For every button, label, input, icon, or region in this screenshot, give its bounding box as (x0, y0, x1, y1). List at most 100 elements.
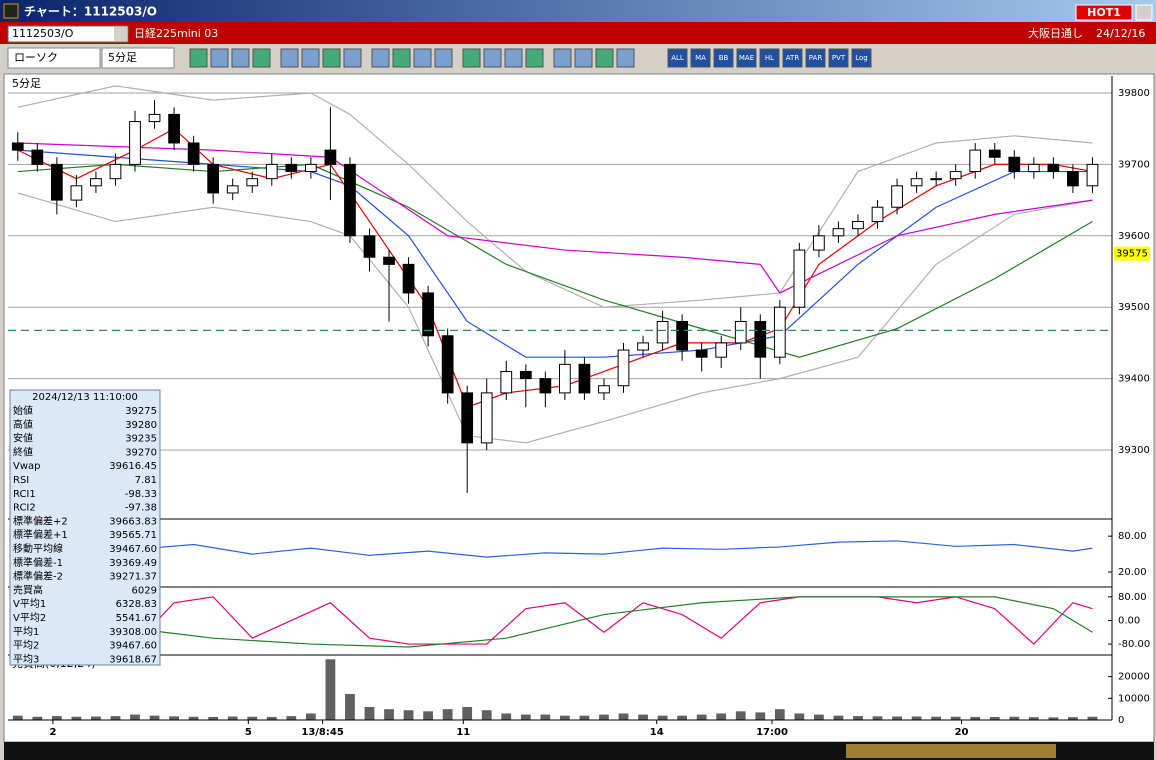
volume-bar (32, 716, 43, 720)
tool-icon[interactable] (595, 48, 614, 68)
tool-icon[interactable] (828, 48, 849, 68)
volume-bar (833, 715, 844, 720)
x-tick-label: 14 (650, 727, 664, 738)
tool-icon[interactable] (231, 48, 250, 68)
candle-body (304, 163, 317, 173)
x-tick-label: 11 (456, 727, 470, 738)
indicator-line (17, 163, 1093, 358)
candle-body (1027, 163, 1040, 173)
title-bar (0, 0, 1156, 22)
volume-bar (247, 716, 258, 720)
tool-icon[interactable] (525, 48, 544, 68)
info-label: 平均1 (13, 626, 39, 638)
chart-area (3, 73, 1155, 743)
info-value: -98.33 (125, 489, 157, 500)
tool-icon[interactable] (371, 48, 390, 68)
candle-body (461, 392, 474, 444)
y-tick-label: 39700 (1118, 159, 1150, 170)
info-value: -97.38 (125, 503, 157, 514)
candle-body (617, 349, 630, 387)
tool-label: HL (765, 54, 774, 62)
tool-icon[interactable] (343, 48, 362, 68)
window-title: チャート：1112503/O (24, 5, 157, 19)
scroll-thumb[interactable] (846, 744, 1056, 758)
info-label: 標準偏差+2 (13, 514, 68, 527)
tool-icon[interactable] (782, 48, 803, 68)
candle-body (148, 113, 161, 123)
tool-icon[interactable] (434, 48, 453, 68)
volume-bar (110, 716, 121, 720)
close-button[interactable] (1135, 4, 1153, 21)
info-label: 平均2 (13, 640, 39, 652)
volume-bar (794, 713, 805, 720)
indicator-line (17, 142, 1093, 294)
tool-icon[interactable] (851, 48, 872, 68)
app-icon (3, 3, 19, 19)
volume-bar (403, 710, 414, 720)
candle-body (500, 370, 513, 394)
tool-icon[interactable] (759, 48, 780, 68)
style-combo[interactable] (7, 47, 101, 69)
indicator-line (17, 540, 1093, 558)
tool-icon[interactable] (574, 48, 593, 68)
volume-bar (1028, 717, 1039, 720)
tool-icon[interactable] (616, 48, 635, 68)
tool-icon[interactable] (413, 48, 432, 68)
indicator-line (17, 596, 1093, 648)
tool-icon[interactable] (462, 48, 481, 68)
tool-icon[interactable] (392, 48, 411, 68)
candle-body (402, 263, 415, 294)
tool-label: ALL (671, 54, 684, 62)
tool-icon[interactable] (301, 48, 320, 68)
volume-bar (735, 711, 746, 720)
volume-bar (814, 714, 824, 720)
info-label: V平均2 (13, 612, 46, 624)
x-tick-label: 2 (49, 727, 56, 738)
y-tick-label: 20000 (1118, 672, 1150, 683)
price-tag-label: 39575 (1116, 249, 1148, 260)
volume-bar (892, 716, 902, 720)
volume-bar (579, 715, 590, 720)
x-tick-label: 5 (245, 727, 252, 738)
volume-bar (149, 715, 160, 720)
tool-icon[interactable] (504, 48, 523, 68)
tool-icon[interactable] (280, 48, 299, 68)
info-label: RSI (13, 475, 29, 486)
tool-label: BB (719, 54, 729, 62)
indicator-line (17, 149, 1093, 358)
volume-bar (286, 716, 297, 720)
volume-bar (677, 715, 688, 720)
hot-button[interactable] (1075, 4, 1133, 21)
tool-icon[interactable] (189, 48, 208, 68)
period-combo[interactable] (101, 47, 175, 69)
candle-body (1067, 171, 1079, 187)
tool-icon[interactable] (210, 48, 229, 68)
candle-body (930, 178, 943, 181)
tool-icon[interactable] (252, 48, 271, 68)
volume-bar (364, 706, 375, 720)
tool-icon[interactable] (553, 48, 572, 68)
y-tick-label: -80.00 (1118, 639, 1150, 650)
y-tick-label: 39300 (1118, 445, 1150, 456)
tool-icon[interactable] (667, 48, 688, 68)
volume-bar (970, 716, 981, 720)
tool-icon[interactable] (805, 48, 826, 68)
symbol-combo[interactable] (7, 25, 129, 43)
candle-body (441, 335, 454, 394)
y-tick-label: 0.00 (1118, 615, 1140, 626)
tool-icon[interactable] (736, 48, 757, 68)
candle-body (422, 292, 434, 337)
info-value: 6029 (132, 585, 157, 596)
y-tick-label: 10000 (1118, 693, 1150, 704)
tool-icon[interactable] (483, 48, 502, 68)
tool-label: ATR (786, 54, 800, 62)
y-tick-label: 80.00 (1118, 531, 1147, 542)
tool-icon[interactable] (713, 48, 734, 68)
tool-icon[interactable] (322, 48, 341, 68)
tool-icon[interactable] (690, 48, 711, 68)
candle-body (832, 228, 845, 237)
combo-arrow[interactable] (114, 27, 127, 41)
symbol: 1112503/O (12, 27, 74, 40)
volume-bar (989, 716, 1000, 720)
volume-bar (462, 706, 473, 720)
